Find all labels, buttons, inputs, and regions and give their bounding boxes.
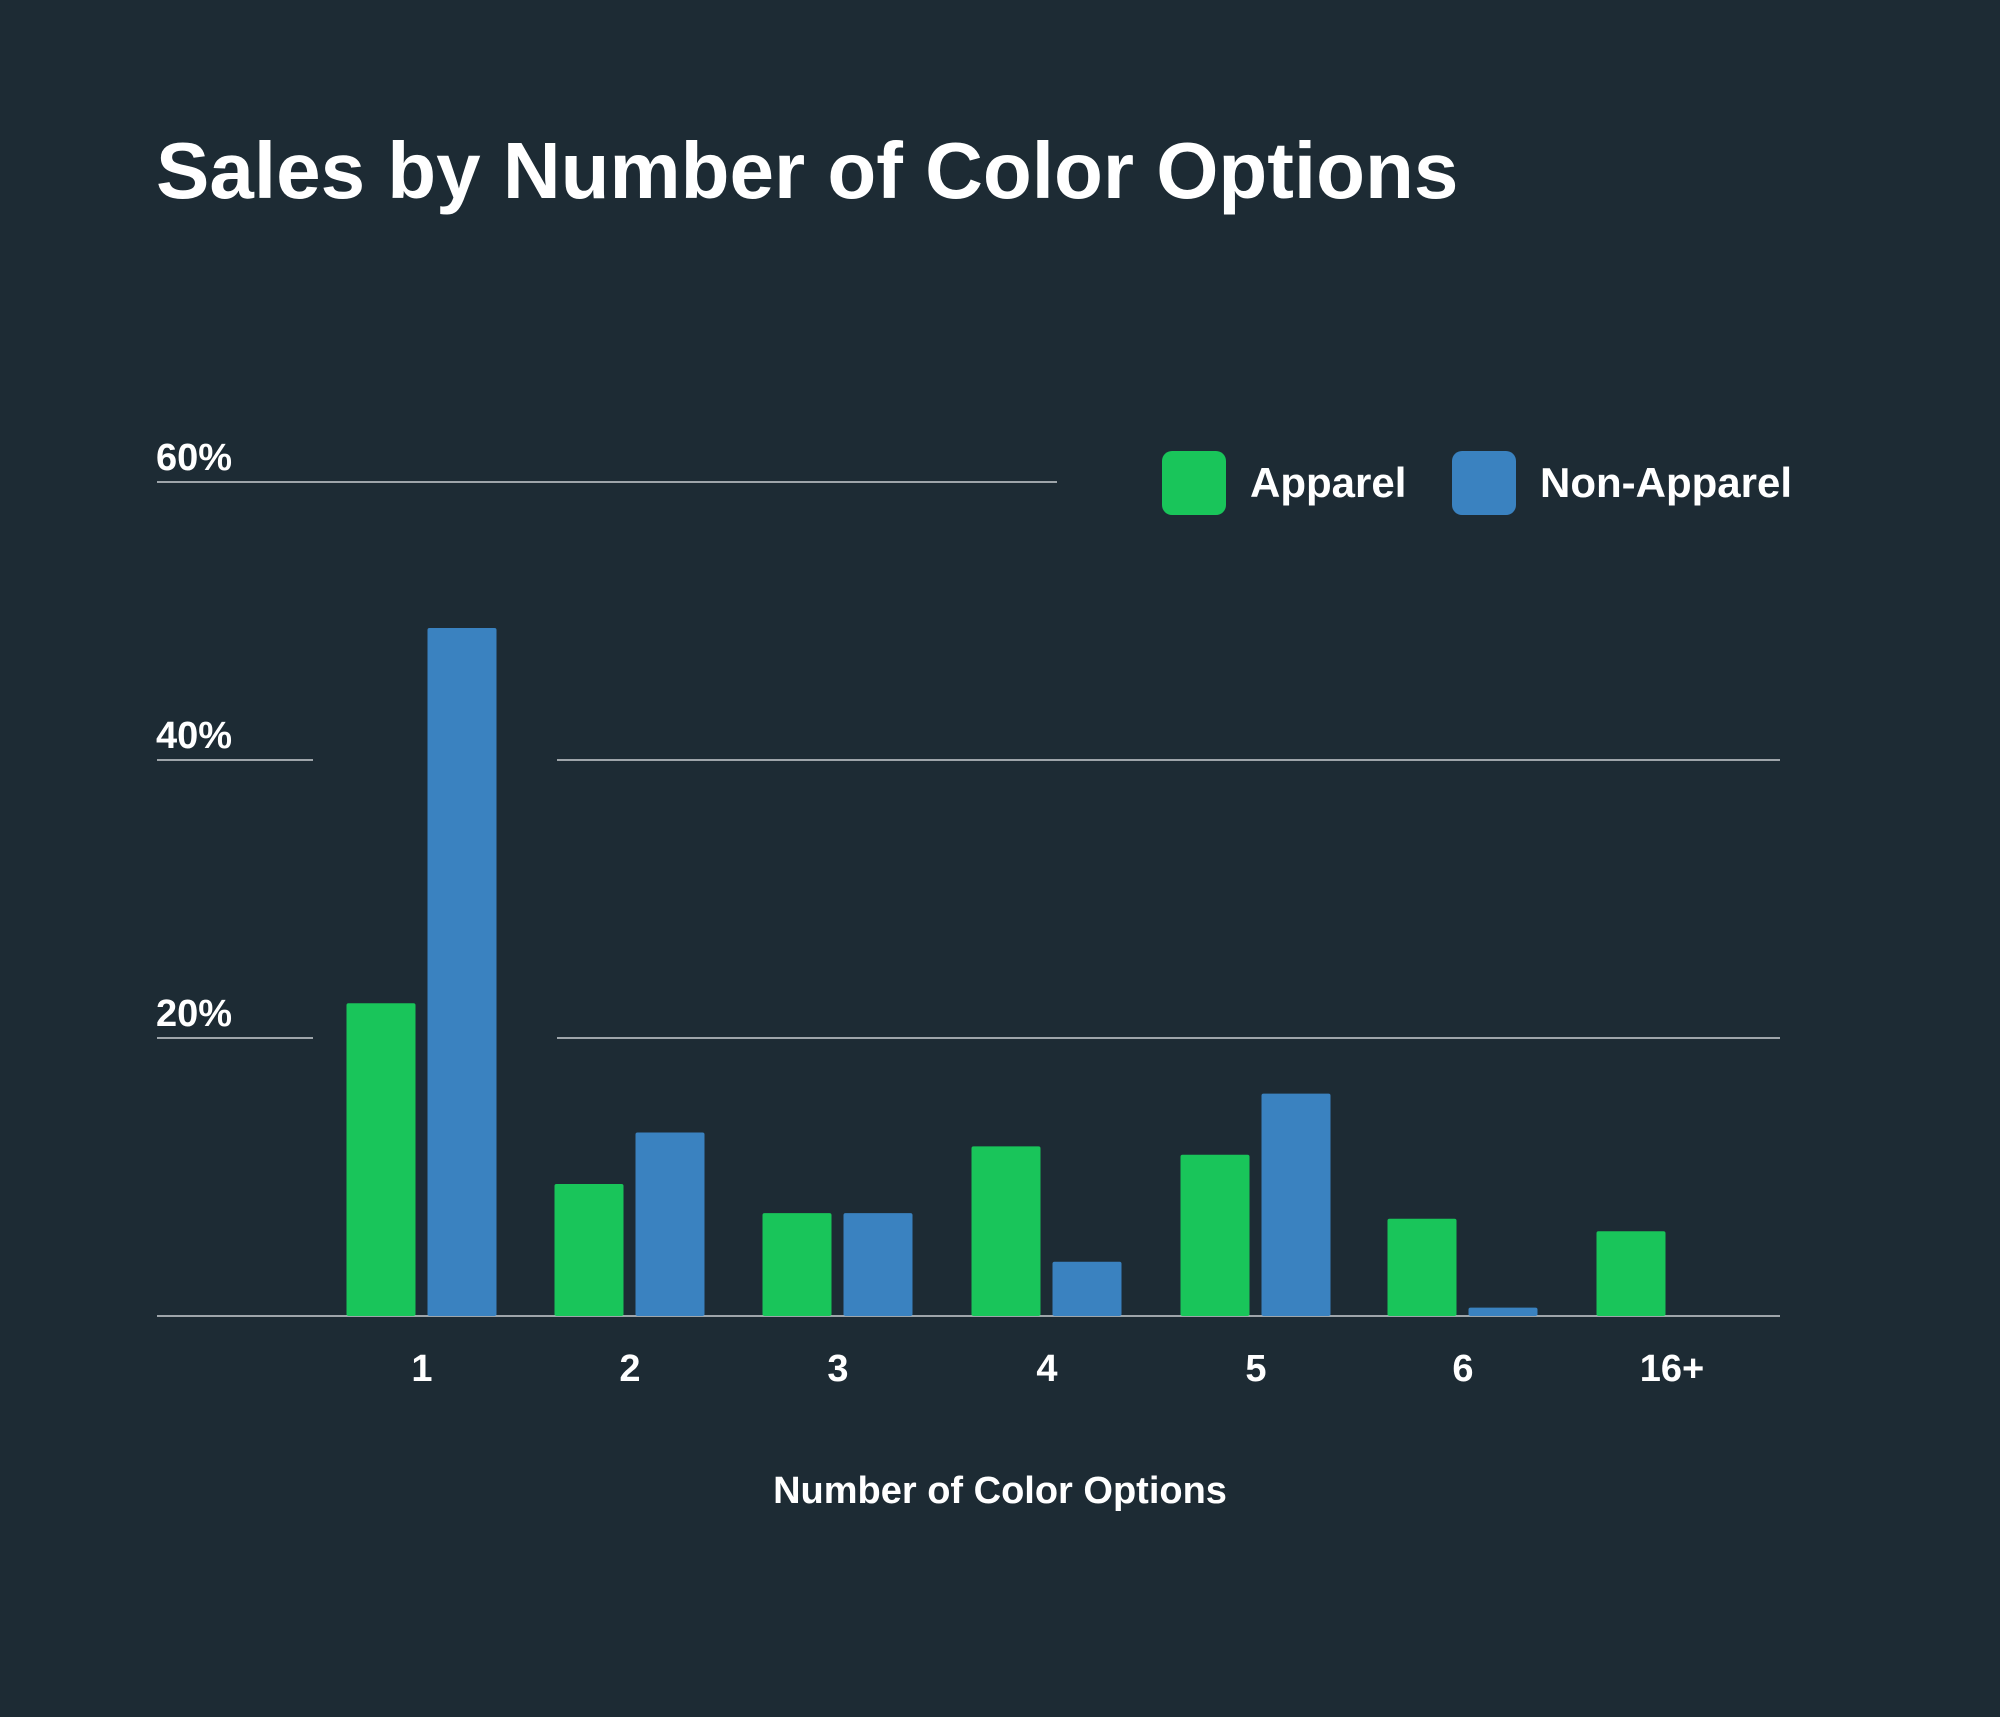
bar-apparel-4 [971, 1146, 1041, 1316]
bar-non-apparel-2 [635, 1132, 705, 1316]
legend-swatch-non-apparel [1452, 451, 1516, 515]
x-tick-label: 6 [1452, 1348, 1473, 1390]
y-tick-label: 40% [156, 715, 232, 757]
bar-apparel-1 [346, 1003, 416, 1316]
bar-apparel-16plus [1596, 1231, 1666, 1316]
x-tick-label: 5 [1245, 1348, 1266, 1390]
gridlines [157, 481, 1780, 1039]
bars [346, 627, 1666, 1316]
bar-non-apparel-5 [1261, 1093, 1331, 1316]
x-tick-label: 2 [619, 1348, 640, 1390]
bar-apparel-6 [1387, 1218, 1457, 1316]
bar-non-apparel-1 [427, 627, 497, 1316]
legend: Apparel Non-Apparel [1162, 451, 1792, 515]
bar-apparel-2 [554, 1183, 624, 1316]
chart-title: Sales by Number of Color Options [156, 126, 1458, 215]
legend-label-non-apparel: Non-Apparel [1540, 459, 1792, 506]
bar-apparel-3 [762, 1213, 832, 1316]
x-tick-labels: 1 2 3 4 5 6 16+ [411, 1348, 1704, 1390]
legend-label-apparel: Apparel [1250, 459, 1406, 506]
x-tick-label: 1 [411, 1348, 432, 1390]
x-tick-label: 3 [827, 1348, 848, 1390]
x-tick-label: 4 [1036, 1348, 1057, 1390]
y-tick-label: 60% [156, 437, 232, 479]
bar-apparel-5 [1180, 1154, 1250, 1316]
x-tick-label: 16+ [1640, 1348, 1704, 1390]
bar-non-apparel-6 [1468, 1307, 1538, 1316]
bar-non-apparel-3 [843, 1213, 913, 1316]
y-tick-label: 20% [156, 993, 232, 1035]
legend-swatch-apparel [1162, 451, 1226, 515]
bar-non-apparel-4 [1052, 1261, 1122, 1316]
x-axis-label: Number of Color Options [773, 1470, 1227, 1512]
y-tick-labels: 20% 40% 60% [156, 437, 232, 1035]
